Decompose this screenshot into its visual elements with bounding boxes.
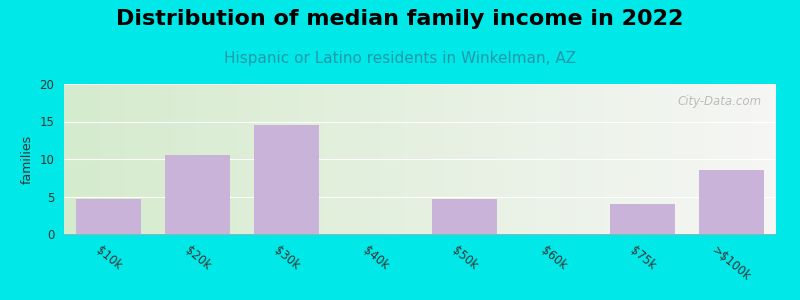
Bar xyxy=(77,199,141,234)
Bar xyxy=(699,170,763,234)
Bar xyxy=(433,199,497,234)
Bar xyxy=(610,204,674,234)
Text: City-Data.com: City-Data.com xyxy=(678,94,762,107)
Y-axis label: families: families xyxy=(21,134,34,184)
Bar xyxy=(166,155,230,234)
Text: Distribution of median family income in 2022: Distribution of median family income in … xyxy=(116,9,684,29)
Bar xyxy=(254,125,318,234)
Text: Hispanic or Latino residents in Winkelman, AZ: Hispanic or Latino residents in Winkelma… xyxy=(224,51,576,66)
